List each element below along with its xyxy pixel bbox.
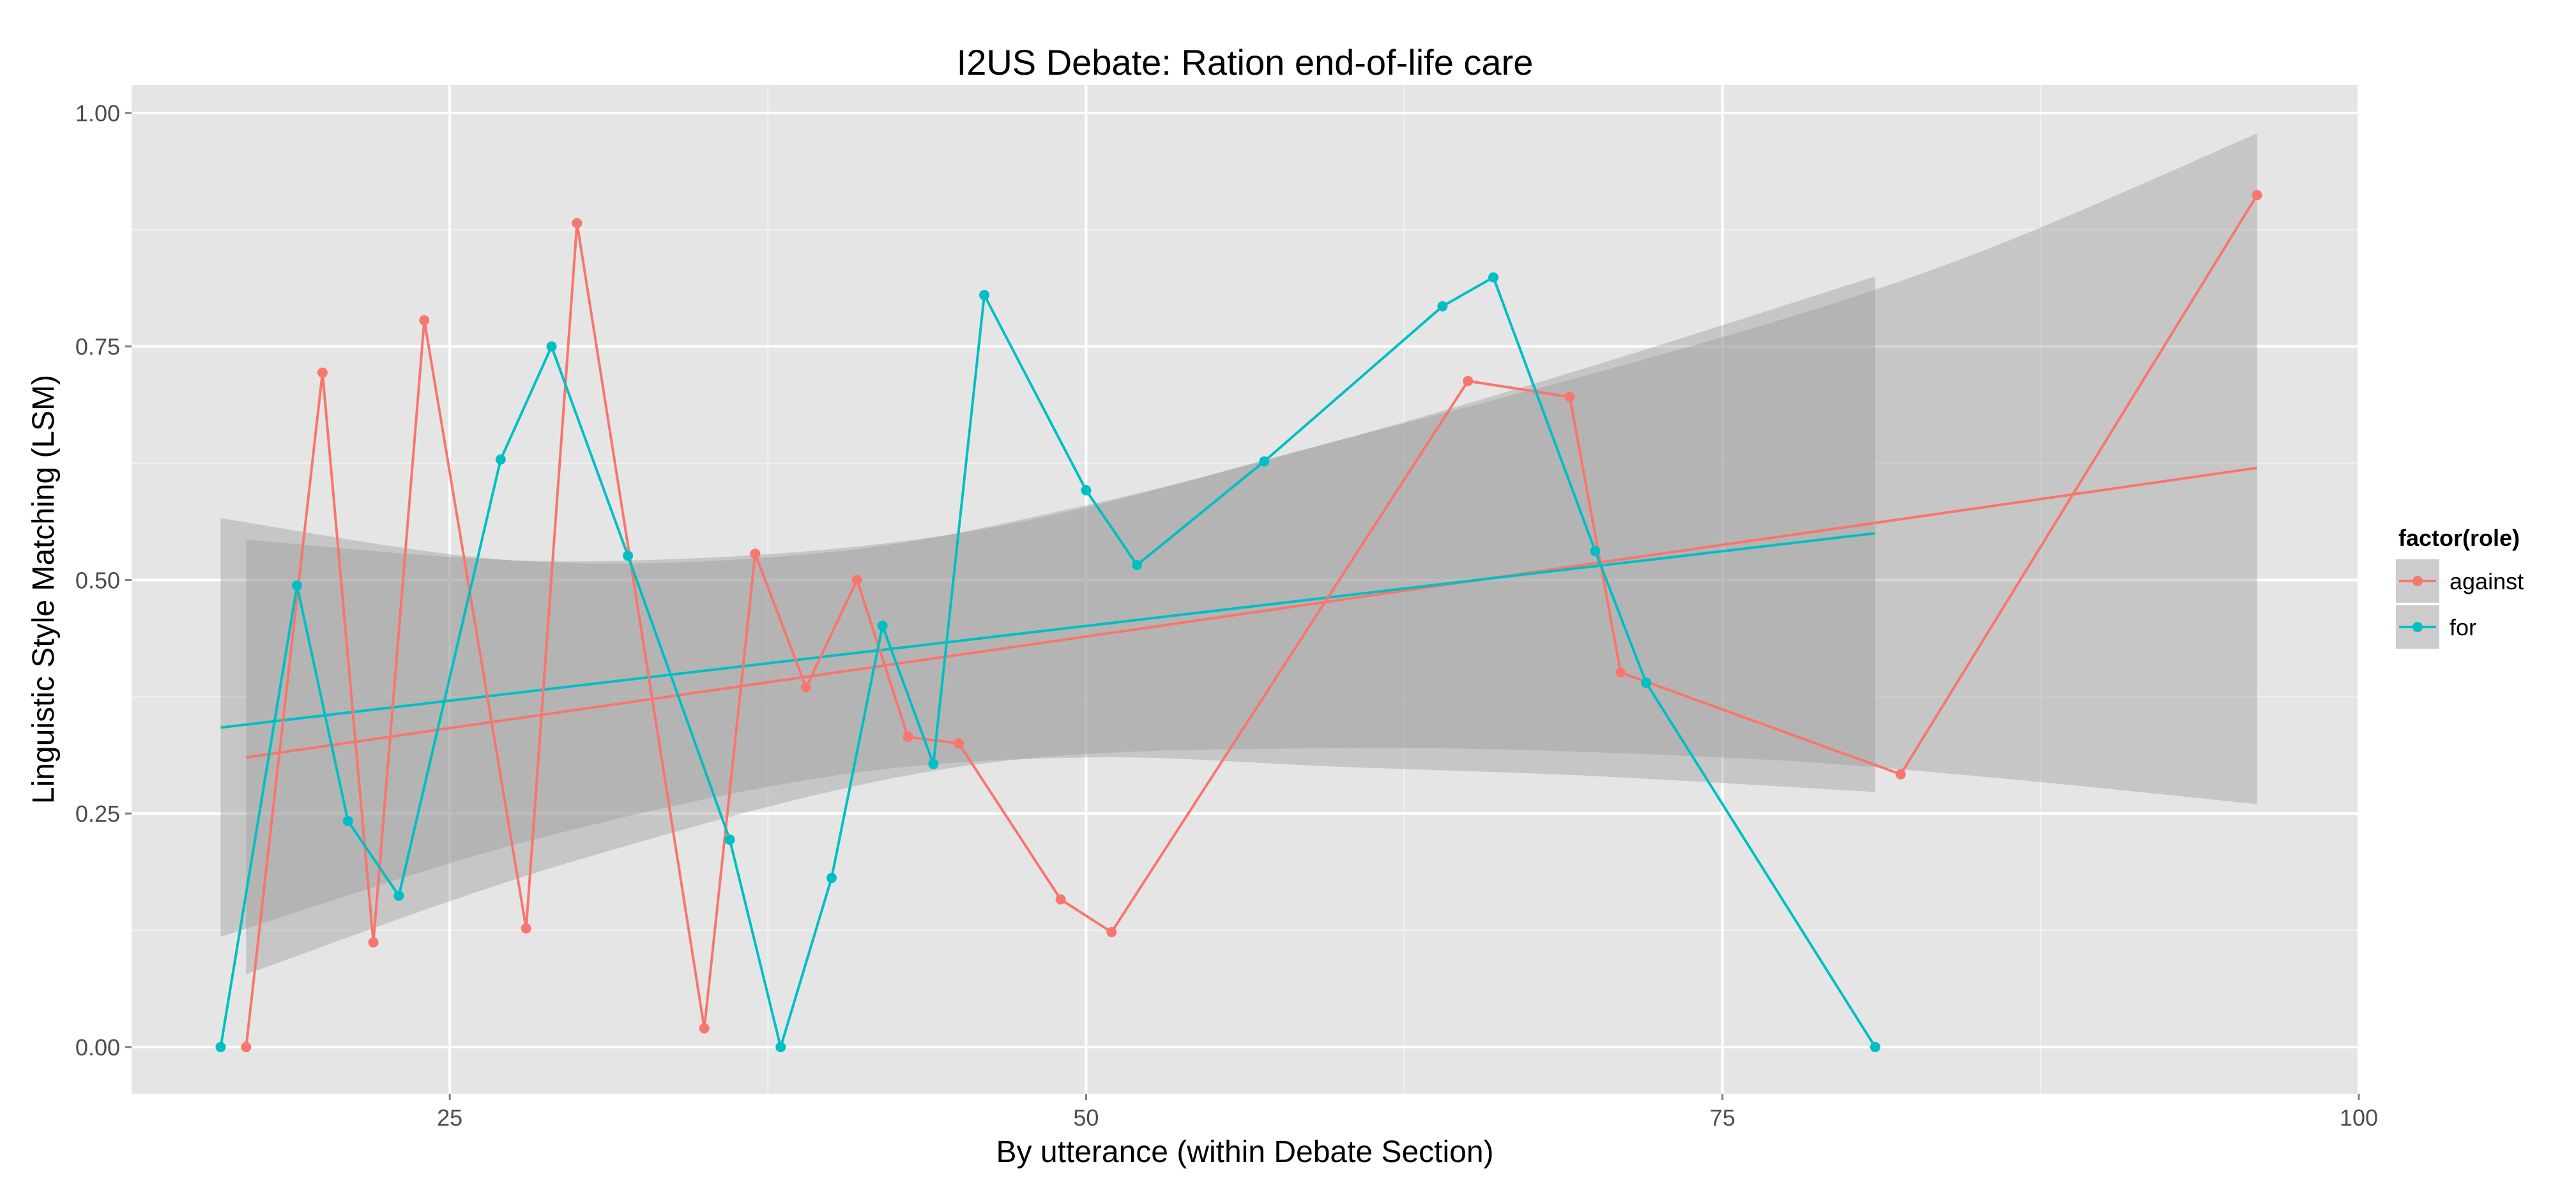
point-against [954, 738, 964, 749]
point-for [1259, 456, 1270, 467]
x-tick-label: 100 [2340, 1105, 2378, 1131]
point-for [826, 873, 837, 884]
point-for [1590, 546, 1601, 557]
point-against [521, 923, 531, 934]
major-grid [132, 85, 2360, 1094]
point-for [342, 815, 353, 826]
y-axis-ticks: 0.00 0.25 0.50 0.75 1.00 [75, 100, 132, 1061]
point-against [851, 575, 862, 585]
point-for [393, 890, 404, 901]
y-tick-label: 0.00 [75, 1034, 120, 1061]
chart-title: I2US Debate: Ration end-of-life care [957, 42, 1534, 82]
point-against [1895, 769, 1906, 780]
point-for [775, 1041, 786, 1052]
point-against [317, 367, 328, 378]
point-against [801, 682, 812, 693]
point-against [1463, 375, 1474, 386]
x-tick-label: 25 [437, 1105, 462, 1131]
point-for [1132, 559, 1143, 570]
point-for [1488, 272, 1499, 283]
point-against [1055, 894, 1066, 905]
point-for [928, 759, 939, 769]
point-for [215, 1041, 226, 1052]
legend-title: factor(role) [2398, 525, 2520, 551]
point-against [699, 1023, 710, 1034]
point-for [724, 834, 735, 845]
point-against [419, 315, 430, 326]
point-for [1870, 1041, 1880, 1052]
point-against [2252, 190, 2262, 200]
point-against [572, 218, 583, 229]
point-for [1437, 301, 1448, 312]
point-against [368, 937, 379, 948]
legend-key-point-for [2412, 622, 2423, 632]
point-for [546, 341, 557, 352]
point-for [1641, 677, 1652, 688]
x-axis-ticks: 25 50 75 100 [437, 1094, 2378, 1131]
point-against [903, 732, 913, 743]
legend-label-for: for [2450, 614, 2476, 640]
confidence-ribbons [220, 133, 2257, 974]
x-axis-title: By utterance (within Debate Section) [996, 1135, 1493, 1169]
point-against [1615, 667, 1626, 678]
y-axis-title: Linguistic Style Matching (LSM) [27, 375, 61, 804]
ribbon-against [246, 133, 2257, 974]
point-against [750, 548, 761, 559]
y-tick-label: 0.75 [75, 334, 120, 360]
ribbon-for [220, 276, 1875, 937]
point-for [292, 580, 303, 591]
data-points [215, 190, 2262, 1052]
x-tick-label: 50 [1073, 1105, 1099, 1131]
trend-line-for [220, 532, 1876, 729]
y-tick-label: 1.00 [75, 100, 120, 126]
plot-panel [132, 85, 2359, 1094]
legend: factor(role) against for [2395, 525, 2524, 650]
legend-label-against: against [2450, 568, 2524, 594]
point-for [877, 621, 888, 631]
point-against [1106, 926, 1117, 937]
point-for [623, 550, 634, 561]
x-tick-label: 75 [1710, 1105, 1735, 1131]
point-for [1081, 485, 1092, 495]
y-tick-label: 0.25 [75, 801, 120, 827]
trend-line-against [246, 466, 2257, 759]
point-against [241, 1041, 252, 1052]
point-for [979, 290, 990, 301]
y-tick-label: 0.50 [75, 567, 120, 593]
point-for [495, 454, 506, 465]
legend-key-point-against [2412, 576, 2423, 586]
trend-lines [220, 466, 2257, 759]
point-against [1564, 391, 1575, 402]
